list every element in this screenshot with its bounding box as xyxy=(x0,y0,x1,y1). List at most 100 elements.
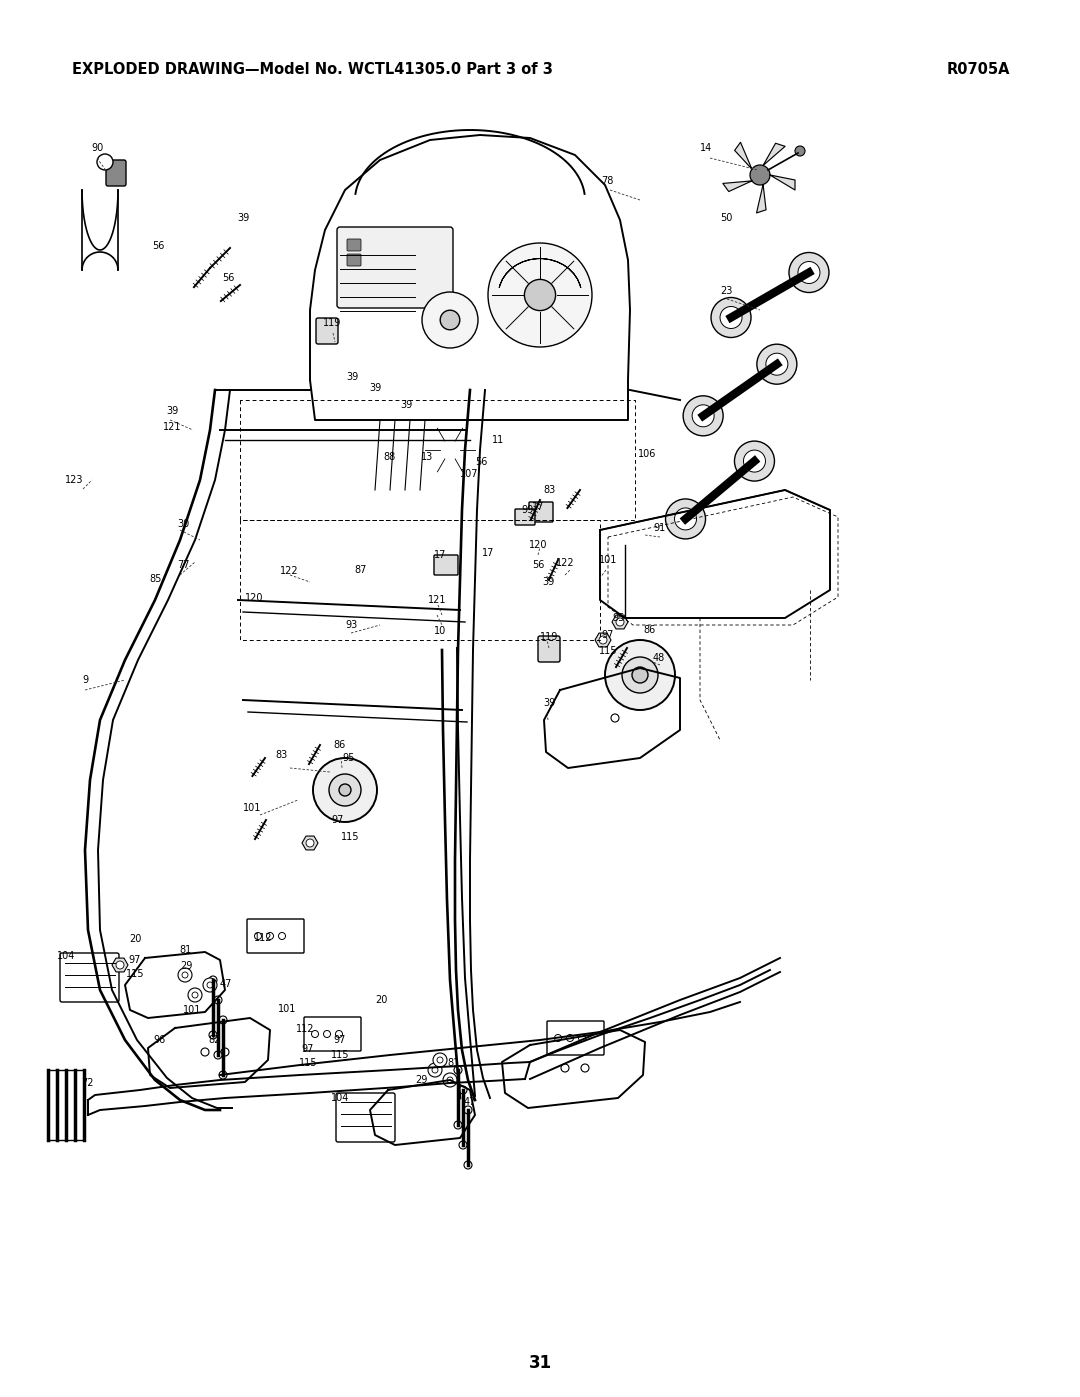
Text: 120: 120 xyxy=(529,541,548,550)
Text: 72: 72 xyxy=(81,1078,93,1088)
Text: 91: 91 xyxy=(653,522,665,534)
Circle shape xyxy=(734,441,774,481)
FancyBboxPatch shape xyxy=(337,226,453,307)
Text: 87: 87 xyxy=(355,564,367,576)
Polygon shape xyxy=(757,184,766,212)
Circle shape xyxy=(554,1035,562,1042)
Text: 96: 96 xyxy=(153,1035,166,1045)
Text: 39: 39 xyxy=(166,407,178,416)
Circle shape xyxy=(757,344,797,384)
Text: 56: 56 xyxy=(531,560,544,570)
Text: 119: 119 xyxy=(540,631,558,643)
Text: 39: 39 xyxy=(369,383,381,393)
Circle shape xyxy=(750,165,770,184)
Circle shape xyxy=(581,1065,589,1071)
Circle shape xyxy=(324,1031,330,1038)
Text: 81: 81 xyxy=(447,1058,459,1067)
Circle shape xyxy=(789,253,829,292)
Circle shape xyxy=(464,1106,472,1113)
Text: 30: 30 xyxy=(177,520,189,529)
Circle shape xyxy=(579,1035,585,1042)
Circle shape xyxy=(632,666,648,683)
Text: 50: 50 xyxy=(719,212,732,224)
Circle shape xyxy=(665,499,705,539)
Circle shape xyxy=(611,714,619,722)
Text: 85: 85 xyxy=(150,574,162,584)
Text: 77: 77 xyxy=(177,560,189,570)
Text: 97: 97 xyxy=(602,630,615,640)
Text: 83: 83 xyxy=(544,485,556,495)
Circle shape xyxy=(203,978,217,992)
Polygon shape xyxy=(112,958,129,972)
Text: 39: 39 xyxy=(346,372,359,381)
Text: 20: 20 xyxy=(129,935,141,944)
Circle shape xyxy=(525,279,555,310)
Text: 93: 93 xyxy=(345,620,357,630)
Circle shape xyxy=(207,982,213,988)
Circle shape xyxy=(567,1035,573,1042)
Text: 39: 39 xyxy=(542,577,554,587)
Circle shape xyxy=(279,933,285,940)
Circle shape xyxy=(210,1031,217,1039)
Circle shape xyxy=(433,1053,447,1067)
Text: 112: 112 xyxy=(296,1024,314,1034)
Text: R0705A: R0705A xyxy=(946,61,1010,77)
Text: 90: 90 xyxy=(91,142,103,154)
Circle shape xyxy=(97,154,113,170)
Circle shape xyxy=(183,972,188,978)
Text: 122: 122 xyxy=(556,557,575,569)
Circle shape xyxy=(720,306,742,328)
Circle shape xyxy=(311,1031,319,1038)
FancyBboxPatch shape xyxy=(546,1021,604,1055)
Circle shape xyxy=(464,1161,472,1169)
Text: 95: 95 xyxy=(342,753,355,763)
Circle shape xyxy=(622,657,658,693)
Polygon shape xyxy=(734,142,752,169)
Circle shape xyxy=(616,617,624,626)
Text: 95: 95 xyxy=(612,613,625,623)
Circle shape xyxy=(459,1085,467,1094)
Text: 83: 83 xyxy=(275,750,288,760)
Text: 88: 88 xyxy=(383,453,396,462)
Text: 119: 119 xyxy=(323,319,341,328)
Text: 99: 99 xyxy=(522,504,535,515)
Circle shape xyxy=(313,759,377,821)
Polygon shape xyxy=(770,175,795,190)
Text: 78: 78 xyxy=(600,176,613,186)
Circle shape xyxy=(267,933,273,940)
Text: 115: 115 xyxy=(299,1058,318,1067)
Text: 97: 97 xyxy=(301,1044,314,1053)
FancyBboxPatch shape xyxy=(515,509,535,525)
Circle shape xyxy=(178,968,192,982)
Text: 39: 39 xyxy=(237,212,249,224)
Text: 10: 10 xyxy=(434,626,446,636)
Text: 47: 47 xyxy=(220,979,232,989)
FancyBboxPatch shape xyxy=(316,319,338,344)
Circle shape xyxy=(684,395,724,436)
Text: 122: 122 xyxy=(280,566,298,576)
Circle shape xyxy=(766,353,788,376)
Text: 29: 29 xyxy=(415,1076,428,1085)
Text: 107: 107 xyxy=(460,469,478,479)
Circle shape xyxy=(459,1141,467,1148)
Text: 86: 86 xyxy=(643,624,656,636)
Circle shape xyxy=(221,1048,229,1056)
Text: 112: 112 xyxy=(254,933,272,943)
Text: 101: 101 xyxy=(278,1004,296,1014)
Text: 81: 81 xyxy=(180,944,192,956)
Text: 86: 86 xyxy=(334,740,346,750)
FancyBboxPatch shape xyxy=(538,636,561,662)
Text: 17: 17 xyxy=(531,502,544,511)
Text: 104: 104 xyxy=(330,1092,349,1104)
Text: 48: 48 xyxy=(653,652,665,664)
Circle shape xyxy=(219,1016,227,1024)
Polygon shape xyxy=(595,633,611,647)
Text: 101: 101 xyxy=(243,803,261,813)
Text: 9: 9 xyxy=(82,675,89,685)
Text: 56: 56 xyxy=(152,242,164,251)
FancyBboxPatch shape xyxy=(434,555,458,576)
FancyBboxPatch shape xyxy=(60,953,119,1002)
Text: 39: 39 xyxy=(543,698,555,708)
Text: 56: 56 xyxy=(475,457,487,467)
Polygon shape xyxy=(302,835,318,849)
